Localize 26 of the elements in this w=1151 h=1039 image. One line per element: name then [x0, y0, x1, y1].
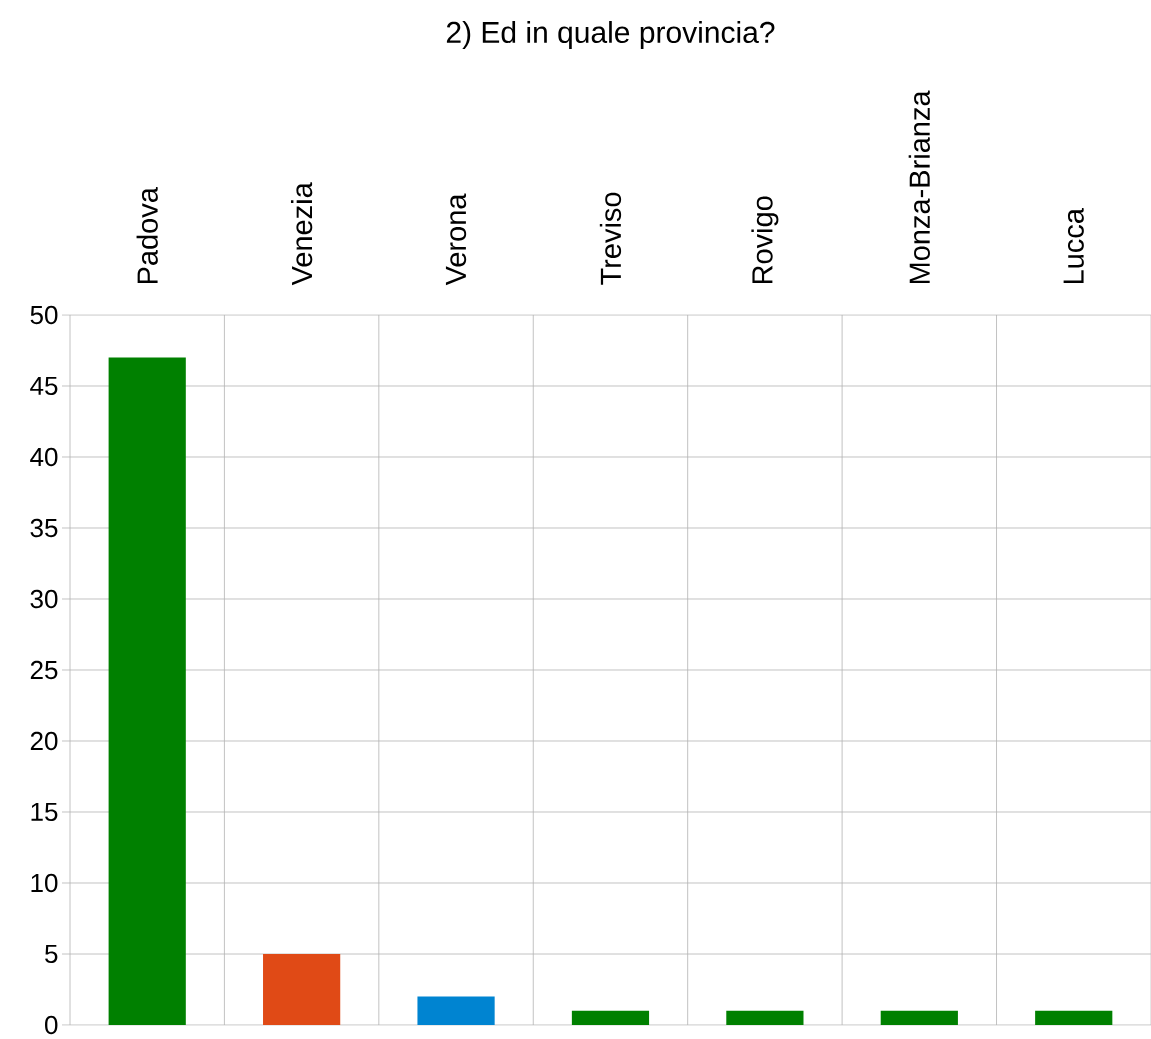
y-tick-label: 35 [30, 518, 58, 538]
bar [726, 1010, 804, 1025]
x-tick-label: Padova [136, 187, 158, 284]
x-tick-label: Venezia [290, 182, 313, 286]
x-tick-label: Verona [445, 193, 467, 286]
y-tick-label: 0 [45, 1015, 58, 1035]
bar [1035, 1010, 1113, 1025]
bar [108, 357, 186, 1025]
y-tick-label: 25 [30, 660, 58, 680]
x-tick-label: Rovigo [751, 196, 779, 284]
y-tick-label: 15 [31, 802, 58, 822]
bar [880, 1010, 958, 1025]
chart-title: 2) Ed in quale provincia? [446, 21, 775, 49]
x-tick-label: Monza-Brianza [908, 90, 930, 284]
y-tick-label: 50 [30, 305, 58, 325]
y-tick-label: 20 [30, 731, 58, 751]
y-tick-label: 5 [45, 944, 58, 964]
y-tick-label: 10 [31, 873, 58, 893]
y-tick-label: 45 [30, 376, 58, 396]
bar [571, 1010, 650, 1025]
bar [263, 954, 341, 1025]
y-tick-label: 40 [30, 447, 58, 467]
x-tick-label: Lucca [1063, 208, 1084, 284]
x-tick-label: Treviso [599, 192, 622, 285]
y-tick-label: 30 [30, 589, 58, 609]
bar [417, 996, 495, 1025]
